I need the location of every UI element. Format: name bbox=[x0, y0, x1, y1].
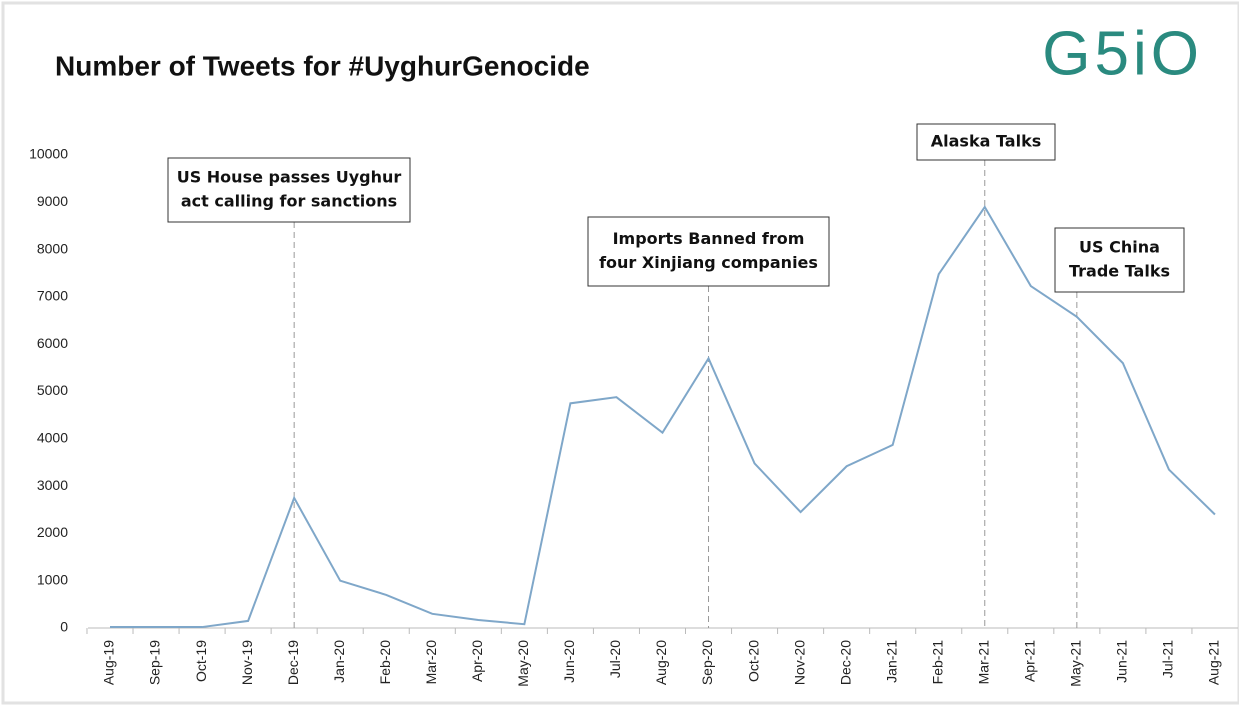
x-tick-label: Feb-20 bbox=[377, 640, 393, 685]
chart-title: Number of Tweets for #UyghurGenocide bbox=[55, 50, 590, 81]
x-tick-label: Dec-19 bbox=[285, 640, 301, 685]
x-tick-label: Feb-21 bbox=[929, 640, 945, 685]
annotation-box bbox=[916, 123, 1056, 161]
x-tick-label: Dec-20 bbox=[837, 640, 853, 685]
x-tick-label: Jan-20 bbox=[331, 640, 347, 683]
x-tick-label: Sep-19 bbox=[147, 640, 163, 685]
x-tick-label: Jun-21 bbox=[1114, 640, 1130, 683]
x-tick-label: May-21 bbox=[1068, 640, 1084, 687]
annotation-text: four Xinjiang companies bbox=[599, 253, 818, 272]
y-tick-label: 5000 bbox=[37, 382, 68, 398]
annotation-box bbox=[167, 157, 411, 223]
x-tick-label: Nov-20 bbox=[791, 640, 807, 685]
x-tick-label: Sep-20 bbox=[699, 640, 715, 685]
y-tick-label: 3000 bbox=[37, 477, 68, 493]
annotation-box bbox=[587, 216, 830, 287]
y-tick-label: 2000 bbox=[37, 524, 68, 540]
x-tick-label: Jun-20 bbox=[561, 640, 577, 683]
annotation-text: Alaska Talks bbox=[931, 132, 1042, 151]
y-tick-label: 9000 bbox=[37, 193, 68, 209]
x-tick-label: Jul-21 bbox=[1160, 640, 1176, 678]
x-tick-label: Oct-19 bbox=[193, 640, 209, 682]
annotation-text: Trade Talks bbox=[1069, 262, 1170, 281]
x-tick-label: Nov-19 bbox=[239, 640, 255, 685]
logo: G5iO bbox=[1042, 19, 1203, 88]
y-tick-label: 4000 bbox=[37, 430, 68, 446]
y-tick-label: 1000 bbox=[37, 571, 68, 587]
y-tick-label: 8000 bbox=[37, 240, 68, 256]
line bbox=[110, 205, 1216, 629]
annotation-box bbox=[1054, 227, 1185, 293]
y-tick-label: 10000 bbox=[29, 146, 68, 162]
x-tick-label: Oct-20 bbox=[745, 640, 761, 682]
annotation-text: Imports Banned from bbox=[613, 229, 805, 248]
x-tick-label: Aug-20 bbox=[653, 640, 669, 685]
y-tick-label: 7000 bbox=[37, 288, 68, 304]
x-tick-label: Mar-21 bbox=[975, 640, 991, 685]
y-tick-label: 6000 bbox=[37, 335, 68, 351]
x-tick-label: Jul-20 bbox=[607, 640, 623, 678]
annotation-text: US House passes Uyghur bbox=[177, 168, 402, 187]
annotation-text: US China bbox=[1079, 238, 1160, 257]
y-tick-label: 0 bbox=[60, 619, 68, 635]
annotation-text: act calling for sanctions bbox=[181, 192, 397, 211]
x-tick-label: Mar-20 bbox=[423, 640, 439, 685]
x-tick-label: Jan-21 bbox=[883, 640, 899, 683]
x-tick-label: Apr-21 bbox=[1022, 640, 1038, 682]
x-tick-label: Aug-21 bbox=[1206, 640, 1222, 685]
x-tick-label: Aug-19 bbox=[101, 640, 117, 685]
x-tick-label: May-20 bbox=[515, 640, 531, 687]
x-tick-label: Apr-20 bbox=[469, 640, 485, 682]
